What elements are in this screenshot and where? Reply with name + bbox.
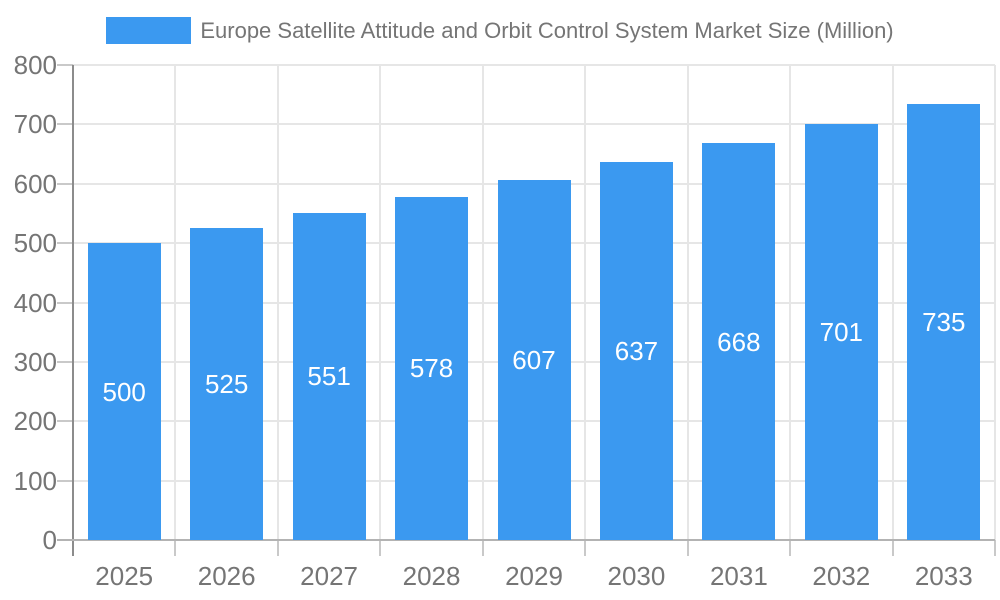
x-axis-tick-5	[584, 540, 587, 556]
x-axis-tick-7	[789, 540, 792, 556]
y-axis-label-0: 0	[42, 525, 57, 555]
x-axis-label-2029: 2029	[505, 561, 563, 591]
bar-2030[interactable]	[599, 161, 673, 540]
y-axis-label-600: 600	[13, 168, 57, 199]
bar-value-label-2029: 607	[512, 344, 556, 375]
bar-value-label-2026: 525	[204, 369, 249, 400]
bar-2027[interactable]	[292, 212, 366, 540]
bar-value-label-2025: 500	[102, 376, 146, 407]
gridline-vertical-1	[174, 65, 177, 540]
y-axis-tick-600	[57, 182, 73, 185]
y-axis-tick-700	[57, 123, 73, 126]
x-axis-label-2032: 2032	[812, 561, 871, 591]
y-axis-line	[72, 65, 74, 556]
y-axis-tick-200	[57, 420, 73, 423]
gridline-horizontal-700	[73, 123, 995, 126]
x-axis-tick-6	[686, 540, 689, 556]
bar-value-label-2027: 551	[307, 361, 351, 392]
gridline-horizontal-800	[73, 64, 995, 66]
gridline-vertical-9	[994, 65, 996, 540]
y-axis-label-700: 700	[13, 109, 57, 140]
gridline-vertical-6	[686, 65, 689, 540]
x-axis-tick-8	[891, 540, 894, 556]
gridline-vertical-5	[584, 65, 587, 540]
x-axis-tick-1	[174, 540, 177, 556]
x-axis-tick-4	[481, 540, 484, 556]
y-axis-tick-400	[57, 301, 73, 304]
x-axis-label-2028: 2028	[402, 561, 461, 591]
bar-2029[interactable]	[497, 179, 571, 540]
gridline-vertical-4	[481, 65, 484, 540]
gridline-vertical-8	[891, 65, 894, 540]
x-axis-label-2031: 2031	[709, 561, 768, 591]
bar-value-label-2030: 637	[614, 335, 659, 366]
bar-2025[interactable]	[87, 243, 161, 540]
x-axis-label-2030: 2030	[607, 561, 666, 591]
chart-title: Europe Satellite Attitude and Orbit Cont…	[200, 18, 894, 43]
y-axis-label-200: 200	[13, 406, 57, 437]
x-axis-label-2033: 2033	[914, 561, 973, 591]
x-axis-tick-3	[379, 540, 382, 556]
bar-value-label-2031: 668	[717, 326, 761, 357]
y-axis-tick-300	[57, 360, 73, 363]
x-axis-label-2025: 2025	[95, 561, 154, 591]
y-axis-label-400: 400	[13, 287, 57, 318]
bar-2033[interactable]	[907, 103, 981, 540]
y-axis-label-100: 100	[13, 465, 57, 496]
x-axis-label-2026: 2026	[197, 561, 256, 591]
y-axis-label-800: 800	[13, 50, 57, 80]
gridline-vertical-3	[379, 65, 382, 540]
bar-value-label-2033: 735	[922, 306, 966, 337]
gridline-vertical-2	[276, 65, 279, 540]
gridline-vertical-7	[789, 65, 792, 540]
x-axis-tick-2	[276, 540, 279, 556]
x-axis-line	[57, 539, 995, 541]
x-axis-tick-9	[994, 540, 996, 556]
bar-2031[interactable]	[702, 143, 776, 540]
chart-legend: Europe Satellite Attitude and Orbit Cont…	[0, 17, 1000, 44]
x-axis-label-2027: 2027	[300, 561, 359, 591]
plot-area: 500 525 551 578 607 637 668 701 735	[73, 64, 996, 540]
y-axis-tick-100	[57, 479, 73, 482]
y-axis-label-300: 300	[13, 346, 57, 377]
bar-2028[interactable]	[395, 196, 469, 540]
y-axis-label-500: 500	[13, 228, 57, 259]
bar-value-label-2028: 578	[409, 353, 454, 384]
bar-2026[interactable]	[190, 228, 264, 540]
y-axis-tick-800	[57, 64, 73, 66]
bar-value-label-2032: 701	[819, 316, 864, 347]
y-axis-tick-500	[57, 242, 73, 245]
bar-2032[interactable]	[804, 123, 878, 540]
legend-swatch	[106, 17, 192, 44]
